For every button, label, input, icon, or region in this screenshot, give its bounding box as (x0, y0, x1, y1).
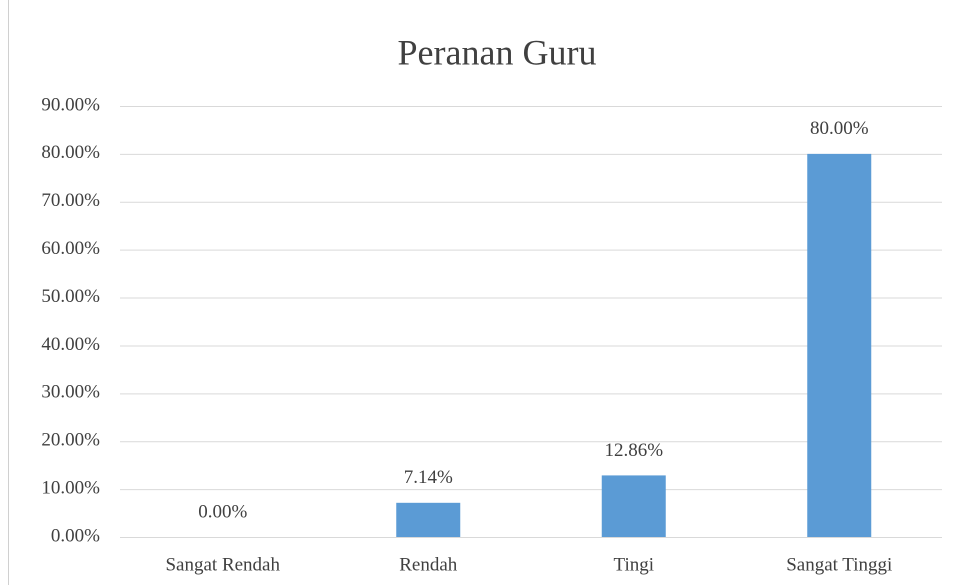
y-tick-label: 30.00% (41, 382, 100, 403)
y-tick-label: 70.00% (41, 190, 100, 211)
x-tick-label: Sangat Rendah (165, 554, 280, 575)
bar (396, 502, 461, 537)
y-tick-label: 90.00% (41, 94, 100, 115)
y-tick-label: 50.00% (41, 286, 100, 307)
value-label: 0.00% (198, 501, 247, 522)
x-tick-label: Tingi (614, 554, 655, 575)
chart-title: Peranan Guru (398, 32, 597, 72)
y-tick-label: 40.00% (41, 334, 100, 355)
y-tick-label: 60.00% (41, 238, 100, 259)
value-label: 12.86% (604, 440, 663, 461)
value-label: 7.14% (404, 467, 453, 488)
x-tick-label: Sangat Tinggi (786, 554, 892, 575)
y-tick-label: 80.00% (41, 142, 100, 163)
y-tick-label: 10.00% (41, 477, 100, 498)
y-tick-label: 20.00% (41, 430, 100, 451)
value-label: 80.00% (810, 118, 869, 139)
bar (601, 475, 666, 537)
y-tick-label: 0.00% (51, 525, 100, 546)
x-tick-label: Rendah (399, 554, 458, 575)
bar (807, 153, 872, 537)
